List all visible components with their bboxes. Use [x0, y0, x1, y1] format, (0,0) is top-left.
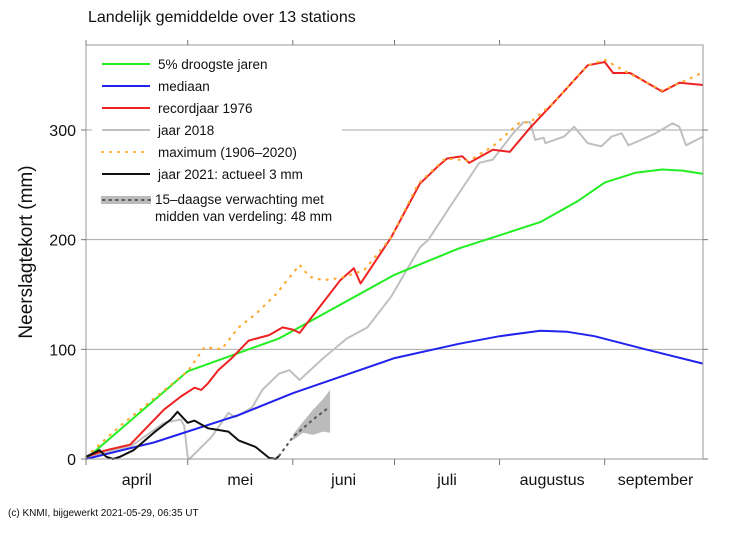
- legend-label: recordjaar 1976: [158, 101, 253, 116]
- forecast-band-area: [292, 389, 331, 441]
- y-axis-label: Neerslagtekort (mm): [16, 165, 37, 338]
- x-tick-label-april: april: [122, 472, 152, 489]
- x-tick-label-juli: juli: [436, 472, 457, 489]
- legend-label: midden van verdeling: 48 mm: [155, 209, 332, 224]
- forecast-band: [292, 389, 331, 441]
- series-line-0: [85, 168, 704, 460]
- legend-label: 5% droogste jaren: [158, 57, 268, 72]
- forecast-median-line: [278, 405, 332, 457]
- y-tick-label: 300: [49, 123, 76, 140]
- chart-title: Landelijk gemiddelde over 13 stations: [88, 9, 356, 26]
- series-lines: [84, 58, 705, 460]
- legend-label: jaar 2018: [157, 123, 214, 138]
- x-tick-label-juni: juni: [330, 472, 356, 489]
- y-tick-label: 100: [49, 342, 76, 359]
- x-tick-label-mei: mei: [227, 472, 253, 489]
- legend-label: jaar 2021: actueel 3 mm: [157, 167, 303, 182]
- series-line-3: [85, 61, 704, 458]
- legend-swatch-band: [101, 196, 151, 204]
- x-tick-label-september: september: [618, 472, 694, 489]
- series-line-1: [85, 329, 704, 460]
- legend-label: 15–daagse verwachting met: [155, 192, 324, 207]
- axes: 0 100 200 300 april mei juni juli augustus septem…: [49, 40, 708, 489]
- legend-label: maximum (1906–2020): [158, 145, 297, 160]
- x-tick-label-augustus: augustus: [520, 472, 585, 489]
- series-line-4: [85, 121, 704, 460]
- y-tick-label: 200: [49, 233, 76, 250]
- y-tick-label: 0: [67, 452, 76, 469]
- legend: 5% droogste jaren mediaan recordjaar 1976 j…: [92, 52, 342, 228]
- footer-credit: (c) KNMI, bijgewerkt 2021-05-29, 06:35 U…: [8, 508, 199, 519]
- legend-label: mediaan: [158, 79, 210, 94]
